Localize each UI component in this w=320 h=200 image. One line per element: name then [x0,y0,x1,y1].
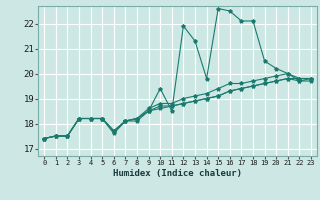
X-axis label: Humidex (Indice chaleur): Humidex (Indice chaleur) [113,169,242,178]
